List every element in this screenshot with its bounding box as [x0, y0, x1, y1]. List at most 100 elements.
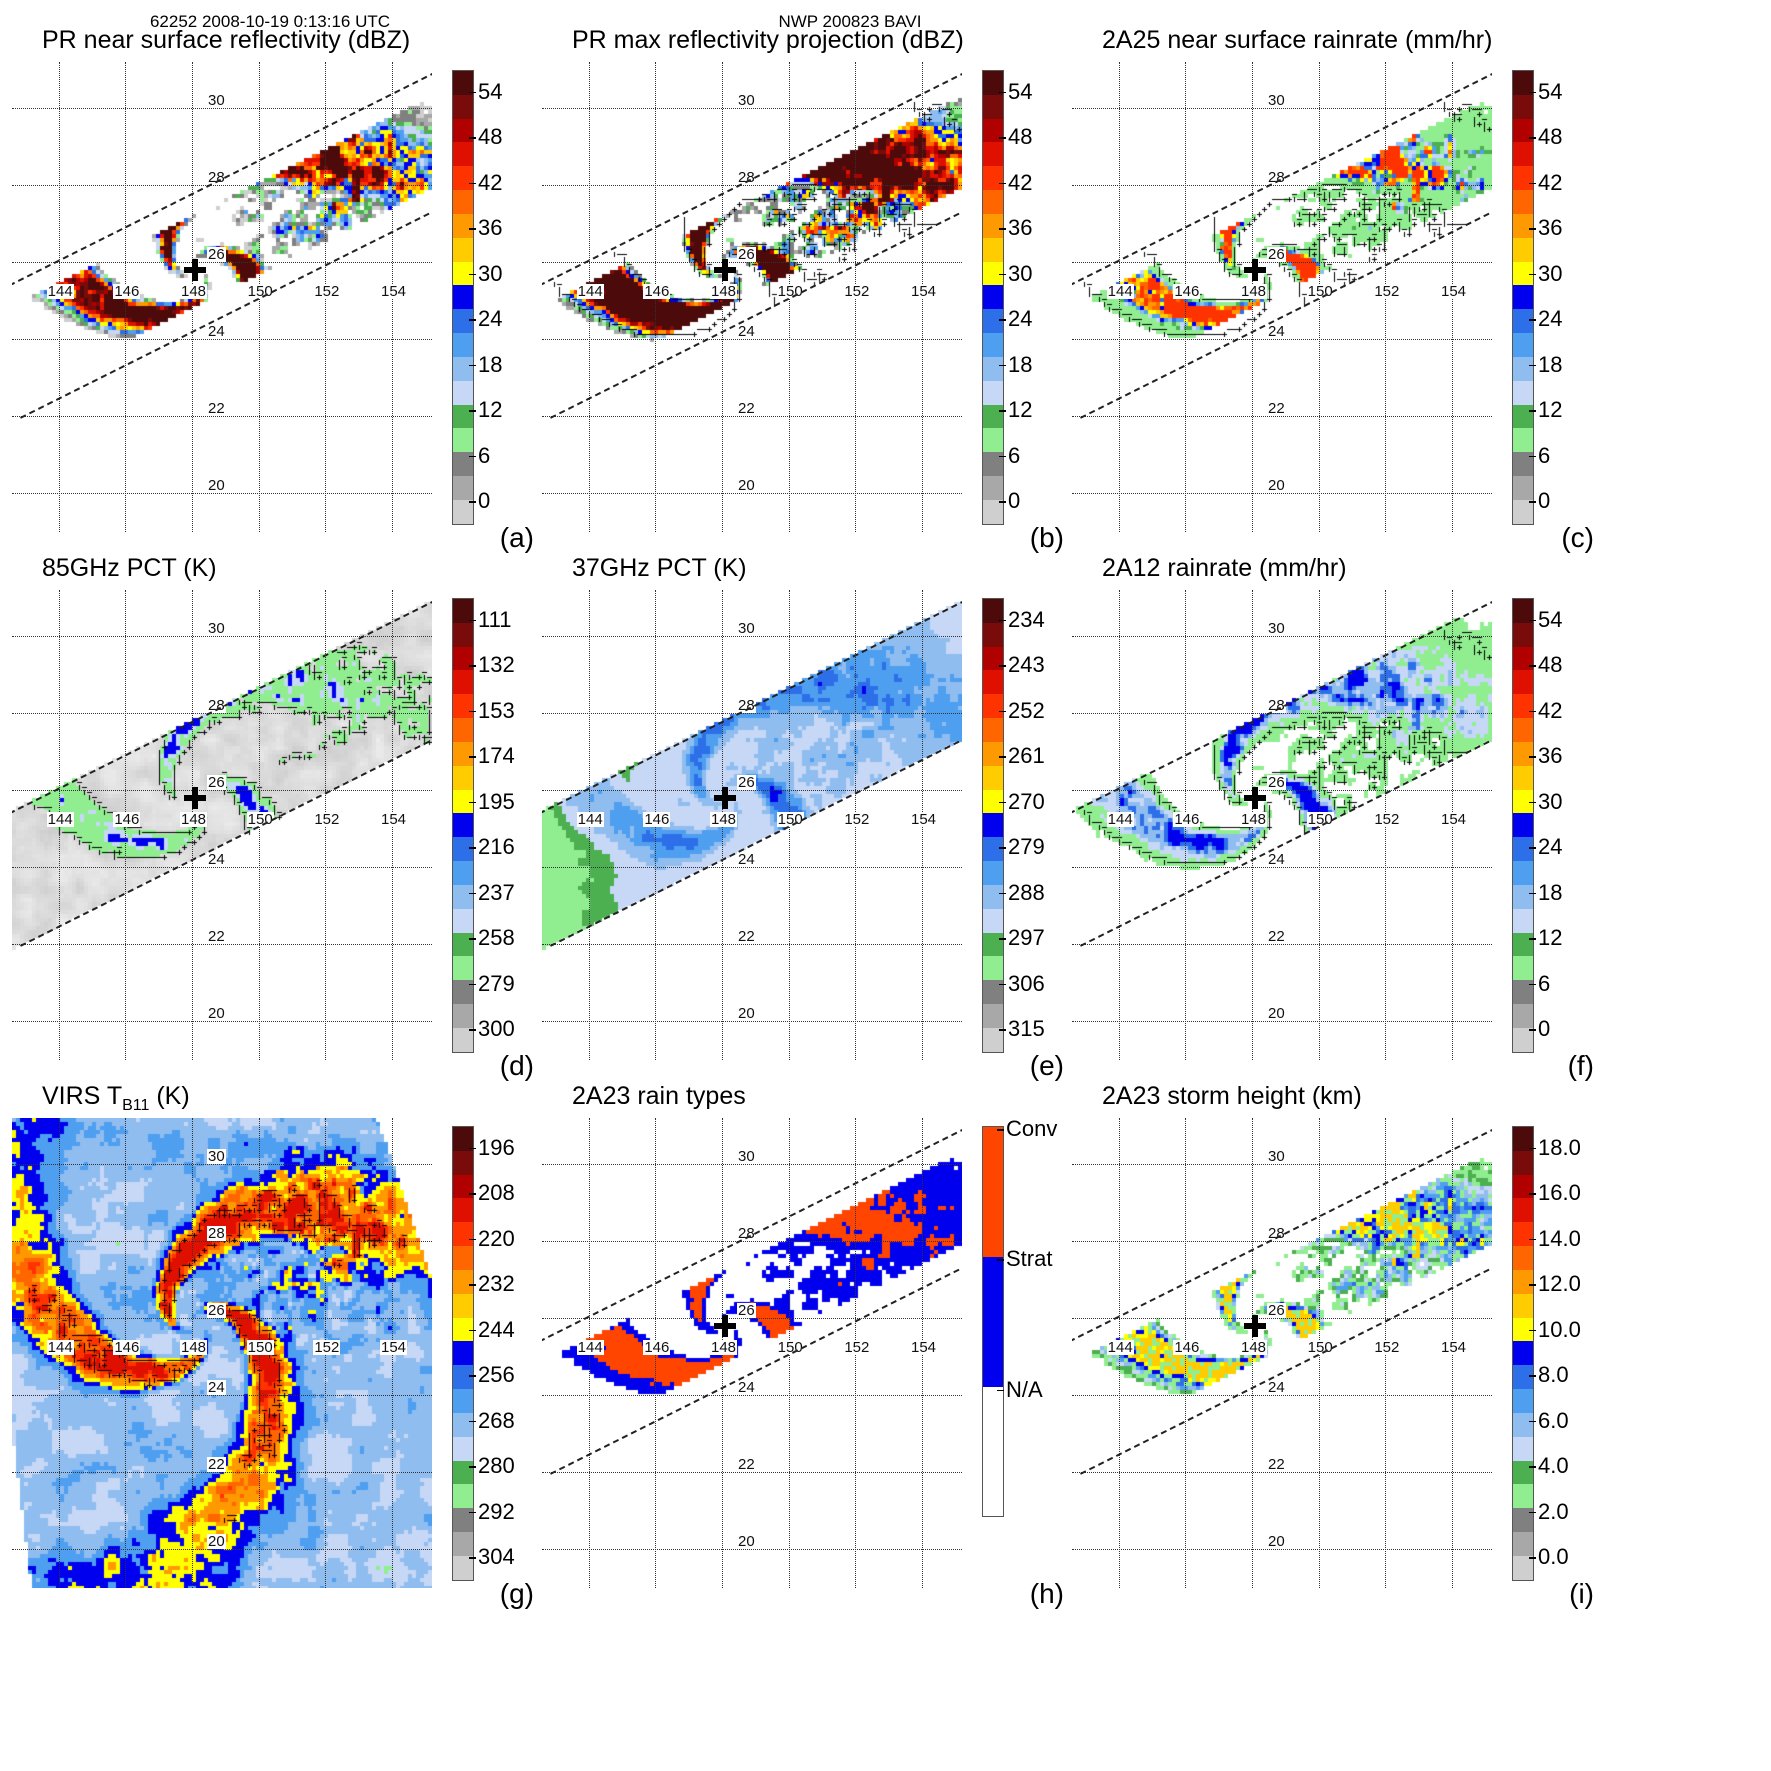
colorbar-tick-label: 36	[1528, 743, 1563, 769]
colorbar-segment	[983, 694, 1003, 719]
colorbar-tick-label: 18	[998, 351, 1033, 377]
axis-label-longitude-150: 150	[246, 282, 274, 300]
gridline-latitude-20	[542, 1549, 962, 1551]
colorbar-segment	[1513, 1198, 1533, 1223]
colorbar-tick-label: 18	[1528, 351, 1563, 377]
axis-label-longitude-144: 144	[46, 1338, 74, 1356]
colorbar-segment	[1513, 71, 1533, 95]
axis-label-longitude-144: 144	[46, 810, 74, 828]
axis-label-latitude-30: 30	[1267, 1148, 1286, 1166]
colorbar-tick-label: 270	[999, 788, 1045, 814]
colorbar-tick-label: N/A	[997, 1376, 1043, 1402]
colorbar-segment	[453, 1341, 473, 1366]
colorbar-segment	[453, 356, 473, 381]
axis-label-longitude-148: 148	[1240, 282, 1268, 300]
colorbar-segment	[983, 285, 1003, 310]
colorbar-segment	[453, 1317, 473, 1342]
colorbar-tick-label: 12	[998, 397, 1033, 423]
colorbar-e	[982, 598, 1004, 1053]
panel-title-a: PR near surface reflectivity (dBZ)	[42, 26, 411, 54]
gridline-latitude-20	[1072, 493, 1492, 495]
colorbar-segment	[1513, 166, 1533, 191]
axis-label-longitude-146: 146	[1173, 1338, 1201, 1356]
panel-letter-c: (c)	[1561, 522, 1594, 553]
colorbar-tick-label: 232	[469, 1271, 515, 1297]
axis-label-longitude-148: 148	[1240, 1338, 1268, 1356]
colorbar-tick-label: 12	[1528, 925, 1563, 951]
colorbar-segment	[1513, 599, 1533, 623]
colorbar-segment	[983, 837, 1003, 862]
colorbar-segment	[983, 380, 1003, 405]
colorbar-segment	[1513, 213, 1533, 238]
axis-label-longitude-154: 154	[1440, 282, 1468, 300]
colorbar-segment	[1513, 118, 1533, 143]
colorbar-tick-label: 174	[469, 743, 515, 769]
colorbar-segment	[1513, 1389, 1533, 1413]
axis-label-longitude-150: 150	[1306, 282, 1334, 300]
colorbar-ticks-e: 234 243 252 261 270 279 288 297 306 315	[999, 598, 1138, 1053]
colorbar-segment	[983, 1386, 1003, 1517]
colorbar-segment	[983, 932, 1003, 957]
map-area-i: 144 146 148 150 152 154 20 22 24 26 28 30	[1072, 1118, 1492, 1588]
colorbar-tick-label: 315	[999, 1016, 1045, 1042]
colorbar-segment	[453, 908, 473, 933]
axis-label-longitude-150: 150	[776, 282, 804, 300]
axis-label-latitude-30: 30	[1267, 620, 1286, 638]
gridline-latitude-24	[12, 339, 432, 341]
axis-label-latitude-28: 28	[207, 169, 226, 187]
colorbar-segment	[983, 476, 1003, 500]
gridline-latitude-28	[1072, 713, 1492, 715]
axis-label-longitude-146: 146	[113, 1338, 141, 1356]
gridline-latitude-30	[1072, 108, 1492, 110]
colorbar-segment	[453, 1436, 473, 1461]
colorbar-segment	[983, 190, 1003, 214]
gridline-latitude-26	[1072, 1318, 1492, 1320]
colorbar-segment	[453, 1389, 473, 1413]
gridline-latitude-24	[1072, 339, 1492, 341]
colorbar-ticks-h: Conv Strat N/A	[996, 1118, 1126, 1517]
gridline-latitude-24	[542, 1395, 962, 1397]
axis-label-longitude-148: 148	[710, 1338, 738, 1356]
colorbar-segment	[1513, 837, 1533, 862]
colorbar-segment	[1513, 622, 1533, 647]
colorbar-b	[982, 70, 1004, 525]
colorbar-segment	[983, 261, 1003, 286]
gridline-latitude-28	[12, 185, 432, 187]
colorbar-segment	[453, 142, 473, 167]
panel-title-g: VIRS TB11 (K)	[42, 1082, 190, 1114]
colorbar-segment	[453, 1269, 473, 1294]
colorbar-tick-label: 0	[468, 488, 491, 514]
panel-h: 2A23 rain types 144 146 148 150 152 154 20 22 24 2…	[542, 1082, 1072, 1614]
colorbar-segment	[453, 718, 473, 742]
axis-label-longitude-154: 154	[910, 1338, 938, 1356]
data-layer-c	[1072, 62, 1492, 532]
data-layer-i	[1072, 1118, 1492, 1588]
colorbar-tick-label: 280	[469, 1453, 515, 1479]
colorbar-segment	[983, 861, 1003, 885]
data-layer-f	[1072, 590, 1492, 1060]
axis-label-latitude-20: 20	[207, 1533, 226, 1551]
panel-title-e: 37GHz PCT (K)	[572, 554, 747, 582]
axis-label-latitude-22: 22	[207, 928, 226, 946]
axis-label-latitude-30: 30	[207, 1148, 226, 1166]
gridline-latitude-30	[12, 1164, 432, 1166]
colorbar-segment	[1513, 980, 1533, 1005]
colorbar-segment	[453, 333, 473, 357]
axis-label-longitude-148: 148	[710, 282, 738, 300]
colorbar-segment	[983, 213, 1003, 238]
colorbar-tick-label: 36	[1528, 215, 1563, 241]
colorbar-segment	[453, 404, 473, 429]
colorbar-tick-label: 0.0	[1529, 1544, 1569, 1570]
colorbar-segment	[453, 118, 473, 143]
colorbar-segment	[983, 452, 1003, 477]
colorbar-tick-label: 10.0	[1529, 1316, 1581, 1342]
axis-label-latitude-30: 30	[737, 92, 756, 110]
colorbar-segment	[453, 789, 473, 814]
colorbar-segment	[1513, 1127, 1533, 1151]
axis-label-longitude-150: 150	[776, 810, 804, 828]
colorbar-segment	[453, 932, 473, 957]
colorbar-tick-label: 54	[998, 78, 1033, 104]
colorbar-segment	[983, 956, 1003, 981]
storm-center-marker-i	[1244, 1315, 1267, 1338]
